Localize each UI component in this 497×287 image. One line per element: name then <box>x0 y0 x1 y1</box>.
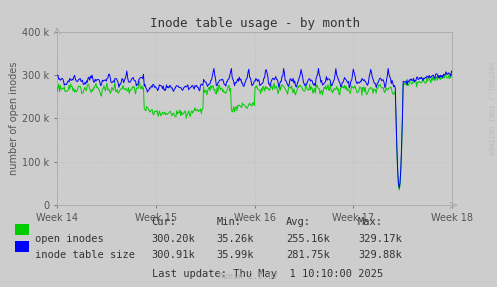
Text: open inodes: open inodes <box>35 234 103 244</box>
Text: Min:: Min: <box>216 217 241 227</box>
Text: 300.20k: 300.20k <box>152 234 195 244</box>
Text: 300.91k: 300.91k <box>152 250 195 260</box>
Title: Inode table usage - by month: Inode table usage - by month <box>150 18 360 30</box>
Text: Munin 2.0.67: Munin 2.0.67 <box>219 272 278 281</box>
Text: 281.75k: 281.75k <box>286 250 330 260</box>
Text: RRDTOOL / TOBI OETIKER: RRDTOOL / TOBI OETIKER <box>487 62 493 156</box>
Text: 329.17k: 329.17k <box>358 234 402 244</box>
Text: 255.16k: 255.16k <box>286 234 330 244</box>
Text: Last update: Thu May  1 10:10:00 2025: Last update: Thu May 1 10:10:00 2025 <box>152 269 383 279</box>
Y-axis label: number of open inodes: number of open inodes <box>9 62 19 175</box>
Text: 35.99k: 35.99k <box>216 250 253 260</box>
Text: 35.26k: 35.26k <box>216 234 253 244</box>
Text: Max:: Max: <box>358 217 383 227</box>
Text: inode table size: inode table size <box>35 250 135 260</box>
Text: 329.88k: 329.88k <box>358 250 402 260</box>
Text: Avg:: Avg: <box>286 217 311 227</box>
Text: Cur:: Cur: <box>152 217 176 227</box>
